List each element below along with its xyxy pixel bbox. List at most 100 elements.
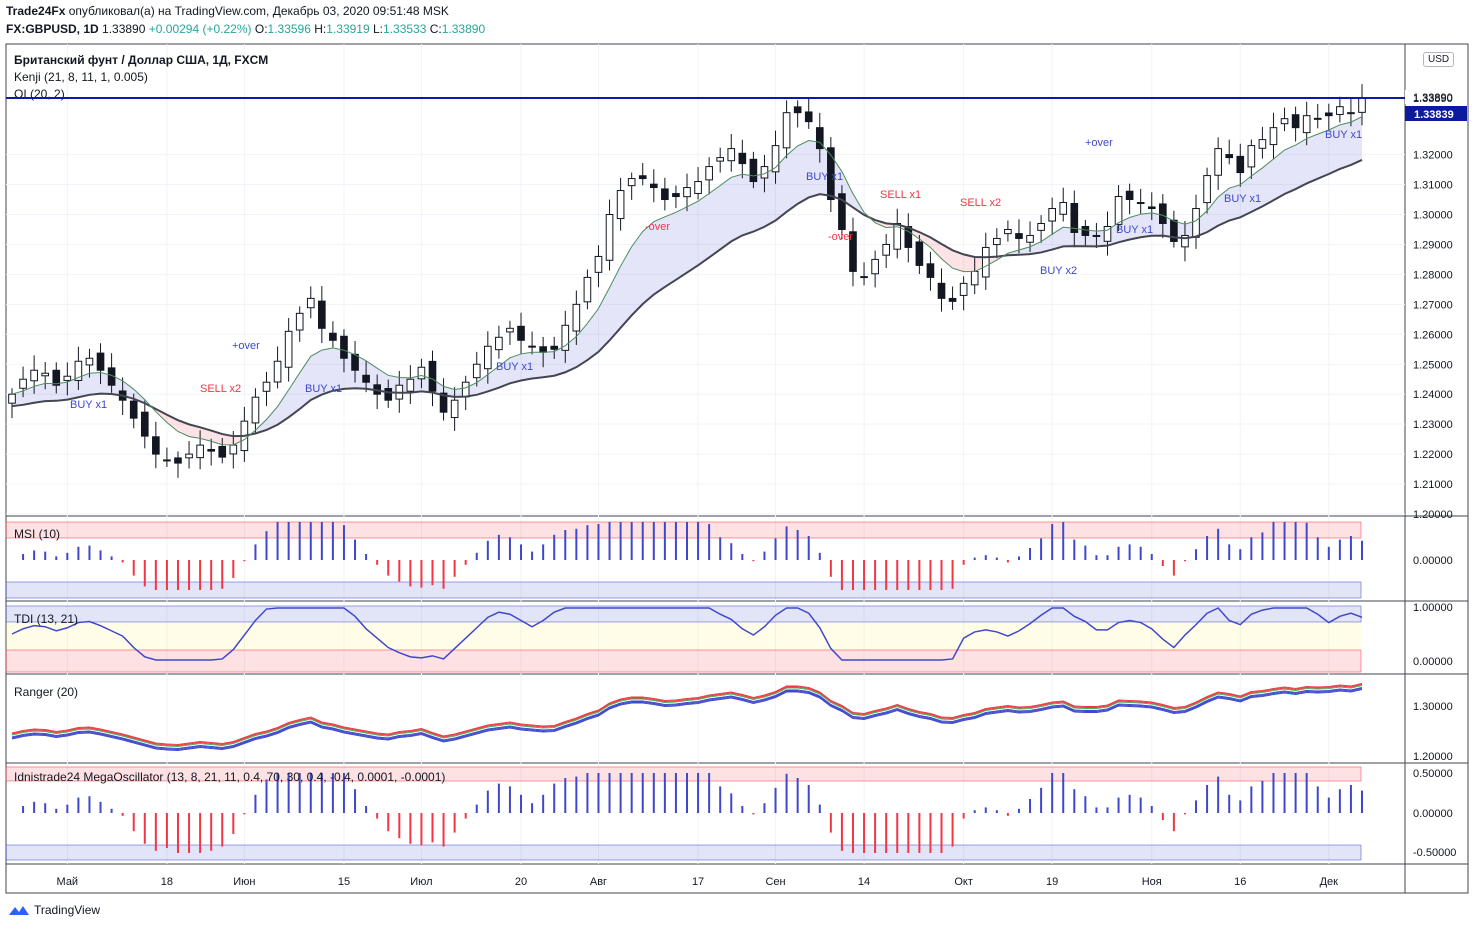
mega-tick-label: 0.00000	[1413, 808, 1453, 820]
publisher-line: Trade24Fx опубликовал(а) на TradingView.…	[6, 4, 449, 18]
candle-body	[517, 325, 525, 341]
time-tick-label: Сен	[765, 876, 785, 888]
kenji-band-segment	[609, 266, 621, 341]
kenji-band-segment	[808, 140, 820, 198]
candle-body	[1070, 202, 1079, 233]
kenji-band-segment	[642, 221, 654, 305]
kenji-band-segment	[1350, 116, 1362, 165]
candle-body	[627, 178, 636, 187]
msi-upper-zone	[5, 521, 1362, 539]
time-axis[interactable]: Май 18 Июн 15 Июл 20 Авг 17 Сен 14 Окт 19 Ноя 16 Дек	[57, 876, 1339, 888]
kenji-band-segment	[587, 308, 599, 361]
kenji-band-segment	[1207, 196, 1219, 233]
publisher-name[interactable]: Trade24Fx	[6, 4, 66, 18]
ranger-title: Ranger (20)	[14, 685, 78, 699]
mega-title: Idnistrade24 MegaOscillator (13, 8, 21, …	[14, 770, 445, 784]
kenji-band-segment	[1273, 150, 1285, 201]
kenji-band-segment	[1317, 130, 1329, 179]
kenji-band-segment	[764, 167, 776, 227]
candle-body	[85, 357, 94, 366]
price-axis[interactable]: 1.20000 1.21000 1.22000 1.23000 1.24000 1.250…	[1413, 93, 1456, 859]
kenji-band-segment	[1129, 214, 1141, 240]
candle-body	[63, 375, 72, 381]
indicator-bands	[12, 116, 1362, 445]
candle-body	[1059, 202, 1068, 215]
kenji-band-segment	[875, 220, 887, 228]
kenji-band-segment	[1295, 138, 1307, 190]
candle-body	[1225, 154, 1234, 159]
candle-body	[140, 411, 149, 437]
mega-lower-zone	[5, 844, 1362, 861]
candle-body	[1214, 148, 1222, 176]
candle-body	[1358, 97, 1366, 113]
close-value: 1.33890	[441, 22, 486, 36]
kenji-band-segment	[742, 174, 754, 236]
candle-body	[959, 282, 968, 296]
ranger-line	[11, 688, 1363, 751]
time-tick-label: Июн	[233, 876, 255, 888]
ranger-line	[11, 684, 1363, 747]
candle-body	[30, 369, 38, 382]
kenji-band-segment	[521, 352, 533, 381]
candle-body	[196, 444, 204, 459]
kenji-band-segment	[731, 174, 743, 242]
candle-body	[904, 226, 913, 248]
ranger-tick-label: 1.20000	[1413, 751, 1453, 763]
kenji-band-segment	[653, 216, 665, 295]
kenji-band-segment	[554, 345, 566, 376]
price-tick-label: 1.33890	[1413, 93, 1453, 105]
candle-body	[1147, 206, 1156, 210]
kenji-band-segment	[720, 177, 732, 250]
candle-body	[827, 147, 835, 201]
kenji-slow-line	[11, 159, 1363, 438]
candle-body	[1026, 234, 1034, 243]
signal-label: SELL x1	[880, 189, 921, 201]
tdi-mid-zone	[6, 622, 1361, 650]
signal-label: BUY x1	[1116, 224, 1153, 236]
signal-label: BUY x1	[305, 383, 342, 395]
footer-brand[interactable]: TradingView	[8, 903, 100, 917]
candle-body	[882, 243, 891, 256]
time-tick-label: 15	[338, 876, 350, 888]
candle-body	[948, 297, 957, 302]
candle-body	[672, 193, 680, 198]
candle-body	[1258, 139, 1267, 149]
currency-badge[interactable]: USD	[1423, 52, 1455, 67]
time-tick-label: Авг	[590, 876, 607, 888]
candle-body	[594, 255, 603, 273]
candle-body	[472, 363, 481, 379]
low-label: L:	[373, 22, 384, 36]
msi-lower-zone	[5, 581, 1362, 599]
candle-body	[41, 372, 50, 377]
candle-body	[1291, 114, 1300, 129]
candle-body	[351, 353, 359, 371]
price-tick-label: 1.32000	[1413, 150, 1453, 162]
kenji-band-segment	[189, 424, 201, 439]
candle-body	[273, 360, 282, 383]
oscillator-marks	[5, 521, 1363, 861]
kenji-band-segment	[1218, 188, 1230, 226]
candle-body	[484, 345, 492, 370]
candle-body	[915, 241, 924, 266]
candle-body	[1081, 225, 1090, 236]
price-tick-label: 1.25000	[1413, 359, 1453, 371]
candle-body	[52, 369, 61, 386]
grid-lines	[6, 44, 1405, 864]
candle-body	[661, 188, 669, 201]
kenji-band-segment	[366, 360, 378, 391]
kenji-band-segment	[532, 352, 544, 379]
kenji-band-segment	[67, 377, 79, 400]
kenji-band-segment	[45, 383, 57, 402]
kenji-band-segment	[1240, 176, 1252, 218]
open-value: 1.33596	[267, 22, 311, 36]
candle-body	[450, 399, 459, 419]
time-tick-label: 16	[1234, 876, 1246, 888]
candle-body	[1280, 118, 1289, 125]
kenji-band-segment	[543, 351, 555, 378]
candle-body	[727, 148, 736, 162]
ranger-line	[11, 683, 1363, 746]
candle-body	[1269, 127, 1278, 146]
signal-label: +over	[1085, 137, 1113, 149]
symbol-label[interactable]: FX:GBPUSD, 1D	[6, 22, 99, 36]
